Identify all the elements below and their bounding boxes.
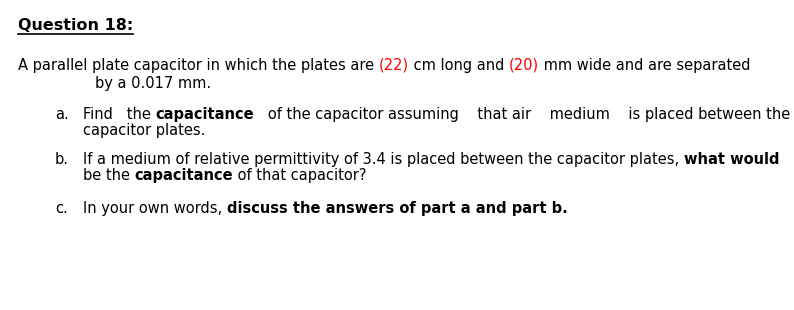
Text: c.: c. bbox=[55, 201, 67, 216]
Text: Question 18:: Question 18: bbox=[18, 18, 133, 33]
Text: A parallel plate capacitor in which the plates are: A parallel plate capacitor in which the … bbox=[18, 58, 379, 73]
Text: of that capacitor?: of that capacitor? bbox=[233, 168, 367, 183]
Text: capacitance: capacitance bbox=[156, 107, 254, 122]
Text: cm long and: cm long and bbox=[409, 58, 509, 73]
Text: capacitor plates.: capacitor plates. bbox=[83, 123, 206, 138]
Text: b.: b. bbox=[55, 152, 69, 167]
Text: Find   the: Find the bbox=[83, 107, 156, 122]
Text: (20): (20) bbox=[509, 58, 539, 73]
Text: a.: a. bbox=[55, 107, 69, 122]
Text: what would: what would bbox=[684, 152, 779, 167]
Text: by a 0.017 mm.: by a 0.017 mm. bbox=[95, 76, 211, 91]
Text: capacitance: capacitance bbox=[135, 168, 233, 183]
Text: of the capacitor assuming    that air    medium    is placed between the: of the capacitor assuming that air mediu… bbox=[254, 107, 790, 122]
Text: In your own words,: In your own words, bbox=[83, 201, 227, 216]
Text: If a medium of relative permittivity of 3.4 is placed between the capacitor plat: If a medium of relative permittivity of … bbox=[83, 152, 684, 167]
Text: mm wide and are separated: mm wide and are separated bbox=[539, 58, 750, 73]
Text: be the: be the bbox=[83, 168, 135, 183]
Text: discuss the answers of part a and part b.: discuss the answers of part a and part b… bbox=[227, 201, 568, 216]
Text: (22): (22) bbox=[379, 58, 409, 73]
